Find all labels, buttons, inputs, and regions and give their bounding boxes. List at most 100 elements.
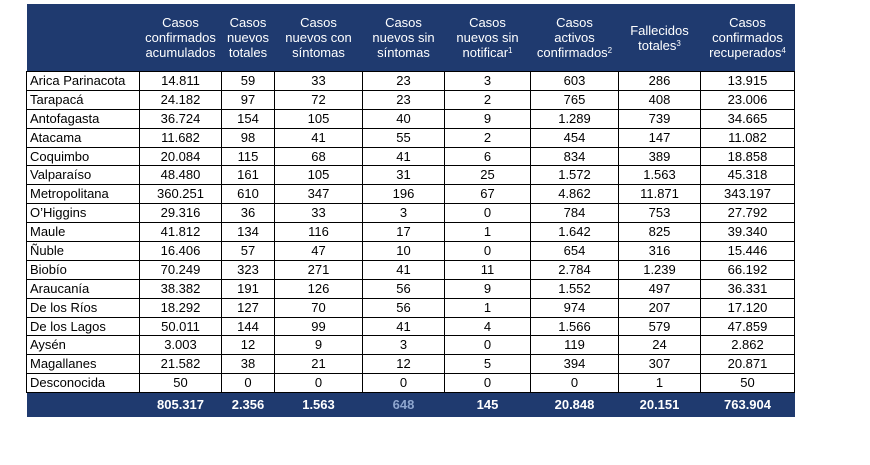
- value-cell: 23: [362, 71, 445, 91]
- value-cell: 0: [530, 373, 619, 394]
- value-cell: 1.572: [530, 165, 619, 186]
- table-row: Valparaíso 48.480 161 105 31 25 1.572 1.563 45.3…: [26, 165, 795, 186]
- value-cell: 18.292: [139, 297, 222, 318]
- table-row: Metropolitana 360.251 610 347 196 67 4.862 11.8…: [26, 184, 795, 205]
- table-row: Araucanía 38.382 191 126 56 9 1.552 497 36.331: [26, 278, 795, 299]
- header-line: recuperados: [709, 45, 782, 60]
- table-row: Biobío 70.249 323 271 41 11 2.784 1.239 66.192: [26, 259, 795, 280]
- region-name-cell: Desconocida: [26, 373, 140, 394]
- header-line: Casos: [300, 15, 337, 30]
- value-cell: 1.563: [618, 165, 701, 186]
- header-line: Casos: [469, 15, 506, 30]
- table-row: Ñuble 16.406 57 47 10 0 654 316 15.446: [26, 241, 795, 261]
- value-cell: 6: [444, 146, 531, 167]
- value-cell: 11.871: [618, 184, 701, 205]
- value-cell: 50.011: [139, 316, 222, 337]
- header-cell: Casos nuevos sin notificar1: [444, 4, 531, 72]
- value-cell: 55: [362, 127, 445, 148]
- value-cell: 207: [618, 297, 701, 318]
- table-row: De los Ríos 18.292 127 70 56 1 974 207 17.120: [26, 297, 795, 318]
- header-line: confirmados: [712, 30, 783, 45]
- value-cell: 56: [362, 297, 445, 318]
- footnote-marker: 1: [508, 46, 513, 55]
- header-line: Casos: [385, 15, 422, 30]
- table-row: De los Lagos 50.011 144 99 41 4 1.566 579 47.859: [26, 316, 795, 337]
- total-cell: 20.848: [530, 392, 619, 418]
- value-cell: 17: [362, 222, 445, 243]
- value-cell: 1: [444, 297, 531, 318]
- value-cell: 13.915: [700, 71, 795, 91]
- table-body: Arica Parinacota 14.811 59 33 23 3 603 286 13.91…: [26, 71, 795, 394]
- value-cell: 97: [221, 89, 275, 110]
- value-cell: 21: [274, 354, 363, 375]
- value-cell: 40: [362, 108, 445, 129]
- value-cell: 360.251: [139, 184, 222, 205]
- value-cell: 144: [221, 316, 275, 337]
- value-cell: 15.446: [700, 241, 795, 261]
- table-row: Antofagasta 36.724 154 105 40 9 1.289 739 34.665: [26, 108, 795, 129]
- value-cell: 610: [221, 184, 275, 205]
- value-cell: 389: [618, 146, 701, 167]
- header-cell: Fallecidos totales3: [618, 4, 701, 72]
- header-line: Casos: [556, 15, 593, 30]
- total-cell: 805.317: [139, 392, 222, 418]
- value-cell: 23.006: [700, 89, 795, 110]
- header-line: síntomas: [377, 45, 430, 60]
- value-cell: 48.480: [139, 165, 222, 186]
- value-cell: 739: [618, 108, 701, 129]
- value-cell: 45.318: [700, 165, 795, 186]
- value-cell: 454: [530, 127, 619, 148]
- value-cell: 11.082: [700, 127, 795, 148]
- value-cell: 66.192: [700, 259, 795, 280]
- value-cell: 323: [221, 259, 275, 280]
- region-name-cell: Coquimbo: [26, 146, 140, 167]
- table-header: Casos confirmados acumulados Casos nuevos tot…: [26, 4, 795, 72]
- value-cell: 9: [444, 278, 531, 299]
- value-cell: 784: [530, 203, 619, 224]
- region-name-cell: Biobío: [26, 259, 140, 280]
- value-cell: 31: [362, 165, 445, 186]
- value-cell: 196: [362, 184, 445, 205]
- header-line: activos: [554, 30, 595, 45]
- value-cell: 2.784: [530, 259, 619, 280]
- header-cell: Casos confirmados acumulados: [139, 4, 222, 72]
- region-name-cell: Maule: [26, 222, 140, 243]
- value-cell: 116: [274, 222, 363, 243]
- value-cell: 41: [362, 146, 445, 167]
- value-cell: 497: [618, 278, 701, 299]
- value-cell: 29.316: [139, 203, 222, 224]
- header-line: síntomas: [292, 45, 345, 60]
- value-cell: 57: [221, 241, 275, 261]
- value-cell: 12: [221, 335, 275, 356]
- header-line: nuevos sin: [456, 30, 519, 45]
- header-line: Fallecidos: [630, 22, 689, 38]
- value-cell: 5: [444, 354, 531, 375]
- value-cell: 38: [221, 354, 275, 375]
- totals-label-cell: [26, 392, 140, 418]
- value-cell: 33: [274, 203, 363, 224]
- value-cell: 271: [274, 259, 363, 280]
- value-cell: 41: [362, 259, 445, 280]
- table-row: Magallanes 21.582 38 21 12 5 394 307 20.871: [26, 354, 795, 375]
- value-cell: 47: [274, 241, 363, 261]
- header-cell-region: [26, 4, 140, 72]
- value-cell: 67: [444, 184, 531, 205]
- value-cell: 126: [274, 278, 363, 299]
- total-cell: 1.563: [274, 392, 363, 418]
- value-cell: 11: [444, 259, 531, 280]
- value-cell: 24.182: [139, 89, 222, 110]
- region-name-cell: Atacama: [26, 127, 140, 148]
- value-cell: 191: [221, 278, 275, 299]
- value-cell: 3: [444, 71, 531, 91]
- value-cell: 36.331: [700, 278, 795, 299]
- value-cell: 408: [618, 89, 701, 110]
- value-cell: 23: [362, 89, 445, 110]
- value-cell: 18.858: [700, 146, 795, 167]
- value-cell: 753: [618, 203, 701, 224]
- value-cell: 17.120: [700, 297, 795, 318]
- value-cell: 10: [362, 241, 445, 261]
- header-line: nuevos: [227, 30, 269, 45]
- value-cell: 127: [221, 297, 275, 318]
- value-cell: 134: [221, 222, 275, 243]
- total-cell: 20.151: [618, 392, 701, 418]
